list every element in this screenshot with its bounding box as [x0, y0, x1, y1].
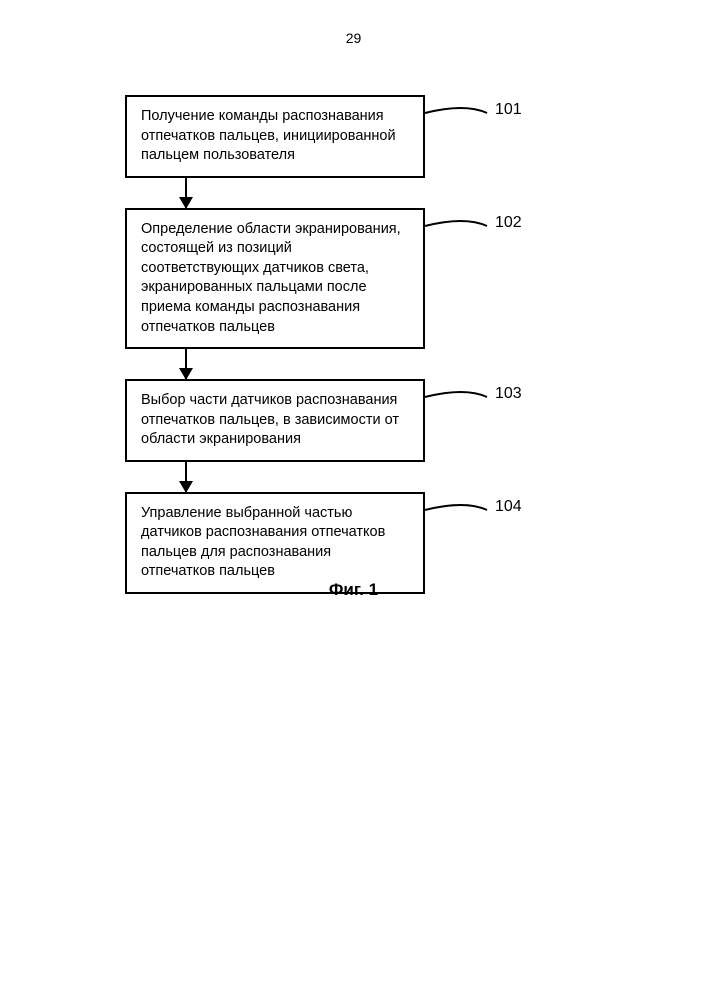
leader-line-icon [425, 218, 505, 238]
flow-step-102: Определение области экранирования, состо… [125, 208, 605, 349]
flow-box: Управление выбранной частью датчиков рас… [125, 492, 425, 594]
flow-box: Выбор части датчиков распознавания отпеч… [125, 379, 425, 462]
flow-arrow-icon [185, 349, 187, 379]
leader-line-icon [425, 105, 505, 125]
flow-box: Определение области экранирования, состо… [125, 208, 425, 349]
flow-box-text: Управление выбранной частью датчиков рас… [141, 505, 385, 580]
step-label: 102 [495, 214, 522, 232]
figure-caption: Фиг. 1 [329, 580, 378, 600]
step-label: 104 [495, 498, 522, 516]
flow-step-101: Получение команды распознавания отпечатк… [125, 95, 605, 178]
page-number: 29 [346, 30, 362, 46]
flow-box: Получение команды распознавания отпечатк… [125, 95, 425, 178]
flow-arrow-icon [185, 178, 187, 208]
flow-box-text: Определение области экранирования, состо… [141, 221, 401, 335]
flow-box-text: Получение команды распознавания отпечатк… [141, 108, 396, 163]
flow-step-103: Выбор части датчиков распознавания отпеч… [125, 379, 605, 462]
flowchart-container: Получение команды распознавания отпечатк… [125, 95, 605, 594]
flow-box-text: Выбор части датчиков распознавания отпеч… [141, 392, 399, 447]
flow-step-104: Управление выбранной частью датчиков рас… [125, 492, 605, 594]
flow-arrow-icon [185, 462, 187, 492]
step-label: 103 [495, 385, 522, 403]
leader-line-icon [425, 389, 505, 409]
step-label: 101 [495, 101, 522, 119]
leader-line-icon [425, 502, 505, 522]
